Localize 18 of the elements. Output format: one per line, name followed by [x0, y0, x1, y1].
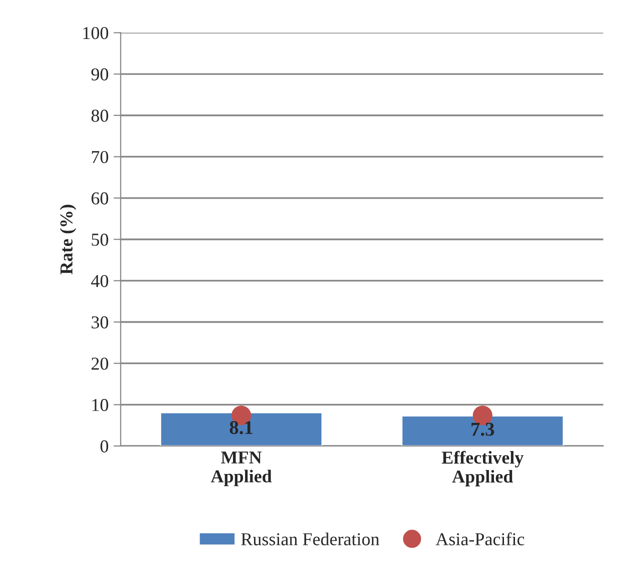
y-tick-label: 100 — [83, 26, 108, 40]
y-tick-label: 20 — [92, 358, 108, 370]
y-tick-label: 80 — [91, 110, 108, 122]
y-tick-label: 70 — [92, 150, 108, 164]
y-tick-label: 50 — [92, 234, 108, 246]
y-tick-label: 10 — [92, 398, 108, 412]
x-tick-label: Effectively Applied — [442, 450, 524, 486]
y-tick-label: 90 — [91, 68, 108, 80]
y-tick-label: 30 — [92, 316, 108, 328]
legend-label: Russian Federation — [241, 532, 380, 546]
y-tick-label: 60 — [92, 192, 108, 204]
data-label: 7.3 — [472, 422, 494, 436]
legend-label: Asia-Pacific — [436, 532, 524, 546]
y-tick-label: 40 — [91, 274, 108, 288]
y-axis-title: Rate (%) — [60, 204, 76, 274]
y-tick-label: 0 — [100, 440, 108, 452]
data-label: 8.1 — [230, 421, 252, 434]
x-tick-label: MFN Applied — [210, 452, 272, 486]
